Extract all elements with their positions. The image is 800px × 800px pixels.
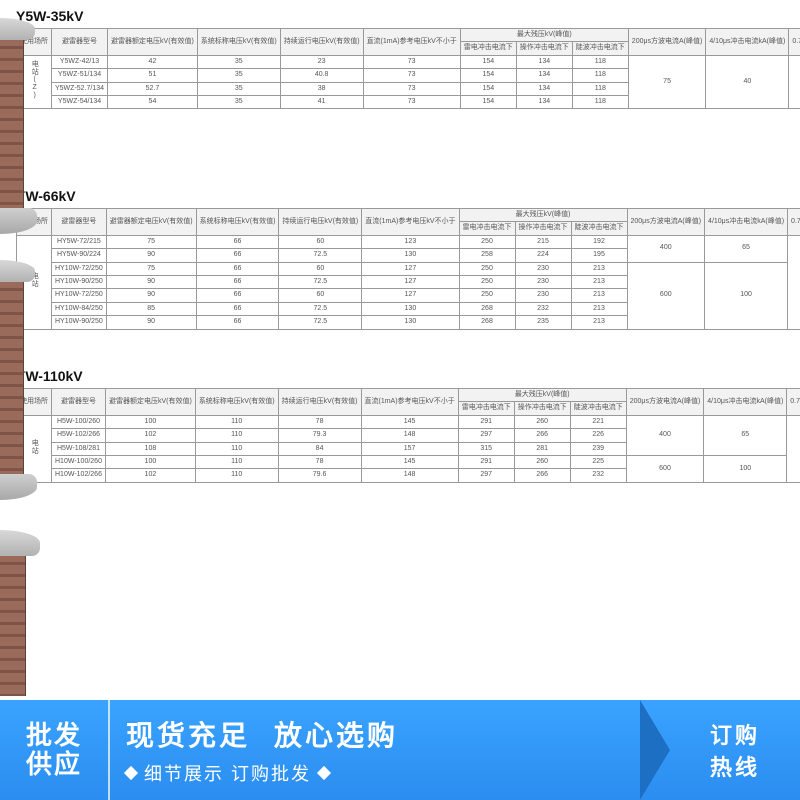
banner-mid-sub: 细节展示 订购批发 [144,760,311,786]
th: 0.75直流参考电压下泄漏电流μA [789,29,800,56]
th: 200μs方波电流A(峰值) [628,29,706,56]
th: 操作冲击电流下 [516,42,572,55]
th: 4/10μs冲击电流kA(峰值) [706,29,789,56]
banner-left-line2: 供应 [26,750,82,779]
spec-column: Y5W-35kV 使用场所 避雷器型号 避雷器额定电压kV(有效值) 系统标称电… [0,0,800,700]
spec-block-110kv: YW-110kV 使用场所避雷器型号避雷器额定电压kV(有效值)系统标称电压kV… [16,368,800,483]
banner-left-line1: 批发 [26,721,82,750]
spec-table-35kv: 使用场所 避雷器型号 避雷器额定电压kV(有效值) 系统标称电压kV(有效值) … [16,28,800,109]
banner-middle: 现货充足 放心选购 细节展示 订购批发 [110,700,640,800]
banner-mid-a: 现货充足 [126,714,250,754]
th: 直流(1mA)参考电压kV不小于 [363,29,460,56]
th: 陡波冲击电流下 [572,42,628,55]
banner-right-line2: 热线 [710,750,760,782]
th: 避雷器型号 [52,29,108,56]
diamond-icon [124,766,138,780]
diamond-icon [317,766,331,780]
banner-left: 批发 供应 [0,700,110,800]
spec-title: YW-66kV [16,188,800,204]
page-root: Y5W-35kV 使用场所 避雷器型号 避雷器额定电压kV(有效值) 系统标称电… [0,0,800,800]
th: 避雷器额定电压kV(有效值) [108,29,198,56]
insulator-photo-66kv [0,260,37,500]
insulator-photo-35kv [0,18,37,234]
content-area: Y5W-35kV 使用场所 避雷器型号 避雷器额定电压kV(有效值) 系统标称电… [0,0,800,700]
spec-table-66kv: 使用场所避雷器型号避雷器额定电压kV(有效值)系统标称电压kV(有效值)持续运行… [16,208,800,330]
spec-title: YW-110kV [16,368,800,384]
spec-block-66kv: YW-66kV 使用场所避雷器型号避雷器额定电压kV(有效值)系统标称电压kV(… [16,188,800,358]
spec-table-110kv: 使用场所避雷器型号避雷器额定电压kV(有效值)系统标称电压kV(有效值)持续运行… [16,388,800,483]
arrow-icon [640,700,670,800]
promo-banner: 批发 供应 现货充足 放心选购 细节展示 订购批发 订购 热线 [0,700,800,800]
th: 系统标称电压kV(有效值) [197,29,280,56]
spec-block-35kv: Y5W-35kV 使用场所 避雷器型号 避雷器额定电压kV(有效值) 系统标称电… [16,8,800,178]
insulator-photo-110kv [0,530,40,696]
banner-right: 订购 热线 [670,700,800,800]
th: 雷电冲击电流下 [460,42,516,55]
th: 最大残压kV(峰值) [460,29,628,42]
th: 持续运行电压kV(有效值) [280,29,363,56]
banner-mid-b: 放心选购 [274,714,398,754]
spec-title: Y5W-35kV [16,8,800,24]
banner-right-line1: 订购 [710,718,760,750]
